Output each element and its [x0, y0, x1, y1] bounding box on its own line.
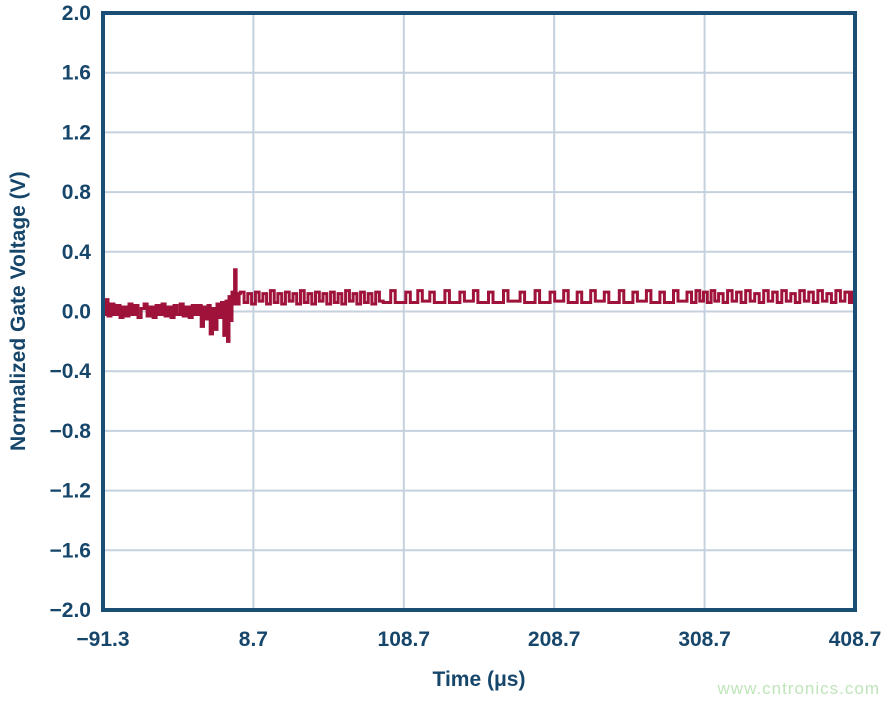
y-tick-label: 0.0: [62, 301, 91, 324]
x-tick-label: 408.7: [829, 628, 882, 651]
y-tick-label: −1.6: [50, 539, 91, 562]
x-tick-label: −91.3: [76, 628, 129, 651]
x-tick-label: 308.7: [678, 628, 731, 651]
y-axis-title: Normalized Gate Voltage (V): [7, 171, 30, 452]
x-axis-title: Time (μs): [432, 668, 526, 691]
y-tick-label: 0.8: [62, 181, 92, 204]
y-tick-label: 2.0: [62, 2, 91, 25]
y-tick-label: −1.2: [50, 480, 91, 503]
x-tick-label: 108.7: [378, 628, 431, 651]
plot-border: [101, 11, 857, 612]
y-tick-label: 0.4: [62, 241, 92, 264]
y-tick-label: −0.8: [50, 420, 92, 443]
x-tick-label: 208.7: [528, 628, 581, 651]
signal-trace: [103, 268, 857, 343]
y-tick-label: 1.2: [62, 121, 91, 144]
y-tick-label: −2.0: [50, 599, 91, 622]
y-tick-label: 1.6: [62, 62, 91, 85]
watermark-text: www.cntronics.com: [717, 679, 880, 698]
y-tick-label: −0.4: [50, 360, 92, 383]
x-tick-label: 8.7: [239, 628, 268, 651]
